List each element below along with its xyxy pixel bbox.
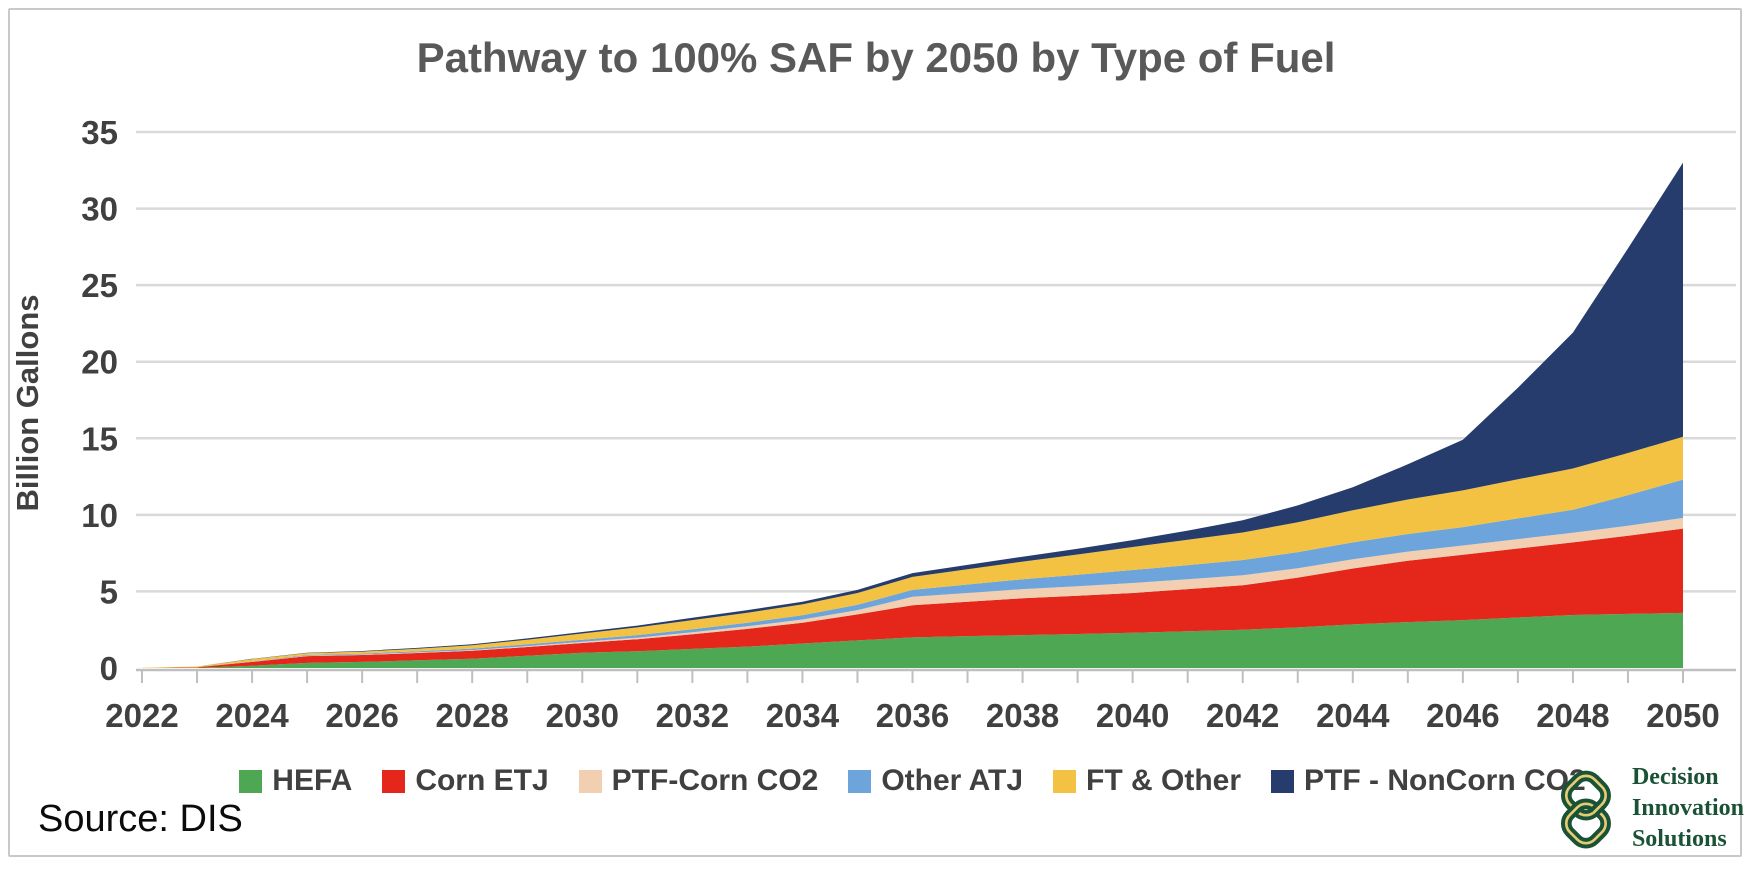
x-tick-label-2050: 2050	[1646, 697, 1719, 734]
x-tick-label-2044: 2044	[1316, 697, 1390, 734]
legend-item-other-atj: Other ATJ	[848, 764, 1023, 798]
x-tick-label-2038: 2038	[986, 697, 1059, 734]
x-tick-label-2042: 2042	[1206, 697, 1279, 734]
y-tick-label-20: 20	[81, 344, 118, 381]
area-corn-etj	[142, 528, 1683, 668]
chart-title: Pathway to 100% SAF by 2050 by Type of F…	[416, 34, 1336, 81]
logo-line-3: Solutions	[1631, 825, 1727, 852]
y-tick-label-25: 25	[81, 267, 118, 304]
x-tick-label-2024: 2024	[215, 697, 289, 734]
legend-item-hefa: HEFA	[239, 764, 352, 798]
legend-label-ptf-noncorn-co2: PTF - NonCorn CO2	[1304, 764, 1586, 797]
legend-item-ft-other: FT & Other	[1053, 764, 1241, 798]
area-hefa	[142, 612, 1683, 668]
x-tick-label-2048: 2048	[1536, 697, 1609, 734]
logo-text: Decision Innovation Solutions	[1632, 762, 1744, 855]
legend-swatch-hefa	[239, 769, 263, 793]
y-tick-label-0: 0	[100, 650, 118, 687]
chart-legend: HEFA Corn ETJ PTF-Corn CO2 Other ATJ FT & Ot…	[142, 764, 1683, 798]
x-tick-label-2022: 2022	[105, 697, 178, 734]
y-tick-label-15: 15	[81, 420, 118, 457]
x-tick-label-2034: 2034	[766, 697, 840, 734]
y-axis-title: Billion Gallons	[10, 294, 45, 512]
y-tick-label-30: 30	[81, 191, 118, 228]
legend-item-corn-etj: Corn ETJ	[382, 764, 549, 798]
x-tick-label-2026: 2026	[325, 697, 398, 734]
x-tick-label-2036: 2036	[876, 697, 949, 734]
y-tick-label-5: 5	[100, 573, 118, 610]
legend-item-ptf-noncorn-co2: PTF - NonCorn CO2	[1271, 764, 1586, 798]
legend-label-other-atj: Other ATJ	[881, 764, 1024, 797]
dis-logo: Decision Innovation Solutions	[1548, 758, 1744, 858]
legend-label-ft-other: FT & Other	[1086, 764, 1242, 797]
y-tick-label-10: 10	[81, 497, 118, 534]
x-tick-label-2046: 2046	[1426, 697, 1499, 734]
logo-line-2: Innovation	[1631, 794, 1744, 821]
x-tick-label-2030: 2030	[546, 697, 619, 734]
legend-swatch-ft-other	[1053, 769, 1077, 793]
logo-line-1: Decision	[1631, 763, 1719, 790]
legend-swatch-corn-etj	[382, 769, 406, 793]
x-tick-label-2028: 2028	[436, 697, 509, 734]
x-tick-label-2032: 2032	[656, 697, 729, 734]
legend-swatch-other-atj	[848, 769, 872, 793]
legend-swatch-ptf-noncorn-co2	[1271, 769, 1295, 793]
legend-swatch-ptf-corn-co2	[578, 769, 602, 793]
x-tick-label-2040: 2040	[1096, 697, 1169, 734]
y-tick-label-35: 35	[81, 114, 118, 151]
chart-frame	[8, 8, 1742, 857]
legend-label-ptf-corn-co2: PTF-Corn CO2	[611, 764, 819, 797]
legend-label-corn-etj: Corn ETJ	[415, 764, 549, 797]
legend-label-hefa: HEFA	[272, 764, 353, 797]
legend-item-ptf-corn-co2: PTF-Corn CO2	[578, 764, 819, 798]
dis-knot-icon	[1560, 770, 1611, 849]
source-note: Source: DIS	[38, 798, 243, 840]
